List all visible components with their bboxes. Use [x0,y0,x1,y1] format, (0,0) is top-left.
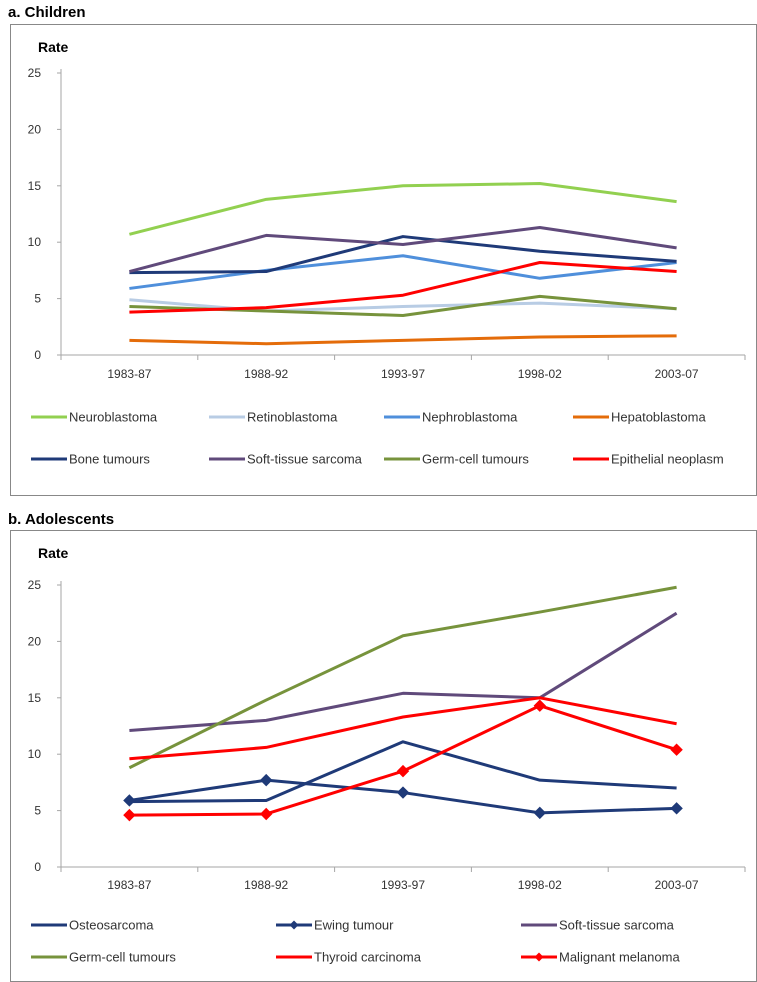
children-series-bone-tumours [129,235,677,275]
adolescents-y-axis-label: Rate [38,545,69,561]
adolescents-point-ewing-tumour [259,773,273,787]
adolescents-y-tick-label: 0 [34,860,41,874]
legend-label: Germ-cell tumours [69,950,176,965]
chart-children-svg: Rate 0 5 10 15 20 25 1983-87 1988-92 1993-97 1998-… [28,39,746,467]
adolescents-y-tick-label: 25 [28,578,42,592]
children-y-tick-label: 10 [28,235,42,249]
legend-item-hepatoblastoma: Hepatoblastoma [573,410,706,425]
legend-label: Osteosarcoma [69,918,154,933]
children-series-hepatoblastoma [129,334,677,346]
adolescents-y-tick-label: 20 [28,634,42,648]
legend-label: Malignant melanoma [559,950,680,965]
legend-item-osteosarcoma: Osteosarcoma [31,918,154,933]
legend-label: Germ-cell tumours [422,452,529,467]
legend-label: Nephroblastoma [422,410,518,425]
legend-label: Neuroblastoma [69,410,158,425]
panel-title-children: a. Children [8,4,86,21]
children-y-axis-label: Rate [38,39,69,55]
legend-item-soft-tissue-sarcoma: Soft-tissue sarcoma [521,918,675,933]
children-y-tick-label: 20 [28,122,42,136]
legend-item-retinoblastoma: Retinoblastoma [209,410,338,425]
legend-label: Thyroid carcinoma [314,950,422,965]
legend-item-malignant-melanoma: Malignant melanoma [521,950,680,965]
adolescents-point-malignant-melanoma [670,743,683,756]
panel-title-adolescents: b. Adolescents [8,511,115,528]
legend-label: Hepatoblastoma [611,410,706,425]
legend-item-bone-tumours: Bone tumours [31,452,150,467]
legend-item-ewing-tumour: Ewing tumour [276,918,394,933]
legend-item-nephroblastoma: Nephroblastoma [384,410,518,425]
adolescents-x-tick-label: 1988-92 [244,878,288,892]
adolescents-y-tick-label: 10 [28,747,42,761]
legend-label: Bone tumours [69,452,150,467]
children-x-tick-label: 1988-92 [244,367,288,381]
adolescents-y-tick-label: 15 [28,691,42,705]
chart-children: Rate 0 5 10 15 20 25 1983-87 1988-92 1993-97 1998-… [10,24,757,496]
legend-label: Ewing tumour [314,918,394,933]
legend-marker [534,952,544,962]
adolescents-point-ewing-tumour [533,806,547,820]
children-x-tick-label: 1998-02 [518,367,562,381]
legend-item-epithelial-neoplasm: Epithelial neoplasm [573,452,724,467]
adolescents-y-tick-label: 5 [34,804,41,818]
children-series-nephroblastoma [129,254,677,290]
adolescents-point-malignant-melanoma [259,807,273,821]
children-y-tick-label: 15 [28,179,42,193]
adolescents-x-tick-label: 1983-87 [107,878,151,892]
children-x-tick-label: 1983-87 [107,367,151,381]
adolescents-series-osteosarcoma [129,740,677,804]
adolescents-point-ewing-tumour [396,786,410,799]
legend-label: Soft-tissue sarcoma [247,452,363,467]
children-series-neuroblastoma [129,182,677,236]
legend-item-soft-tissue-sarcoma: Soft-tissue sarcoma [209,452,363,467]
legend-item-germ-cell-tumours: Germ-cell tumours [31,950,176,965]
children-x-tick-label: 1993-97 [381,367,425,381]
children-series-epithelial-neoplasm [129,261,677,314]
legend-label: Epithelial neoplasm [611,452,724,467]
chart-adolescents: Rate 0 5 10 15 20 25 1983-87 1988-92 1993-97 1998-… [10,530,757,982]
adolescents-point-ewing-tumour [670,802,683,815]
chart-adolescents-svg: Rate 0 5 10 15 20 25 1983-87 1988-92 1993-97 1998-… [28,545,746,965]
legend-label: Retinoblastoma [247,410,338,425]
adolescents-point-ewing-tumour [123,794,136,807]
children-series-soft-tissue-sarcoma [129,226,677,273]
adolescents-x-tick-label: 1998-02 [518,878,562,892]
adolescents-point-malignant-melanoma [533,699,547,712]
adolescents-series-thyroid-carcinoma [129,696,677,761]
adolescents-point-malignant-melanoma [123,808,136,822]
children-series-retinoblastoma [129,298,677,313]
legend-item-thyroid-carcinoma: Thyroid carcinoma [276,950,422,965]
adolescents-point-malignant-melanoma [396,764,410,778]
children-y-tick-label: 0 [34,348,41,362]
children-y-tick-label: 5 [34,292,41,306]
legend-item-neuroblastoma: Neuroblastoma [31,410,158,425]
adolescents-series-germ-cell-tumours [128,585,677,770]
adolescents-series-soft-tissue-sarcoma [129,611,678,733]
adolescents-x-tick-label: 1993-97 [381,878,425,892]
legend-label: Soft-tissue sarcoma [559,918,675,933]
legend-item-germ-cell-tumours: Germ-cell tumours [384,452,529,467]
children-x-tick-label: 2003-07 [655,367,699,381]
children-y-tick-label: 25 [28,66,42,80]
adolescents-x-tick-label: 2003-07 [655,878,699,892]
legend-marker [289,920,299,930]
